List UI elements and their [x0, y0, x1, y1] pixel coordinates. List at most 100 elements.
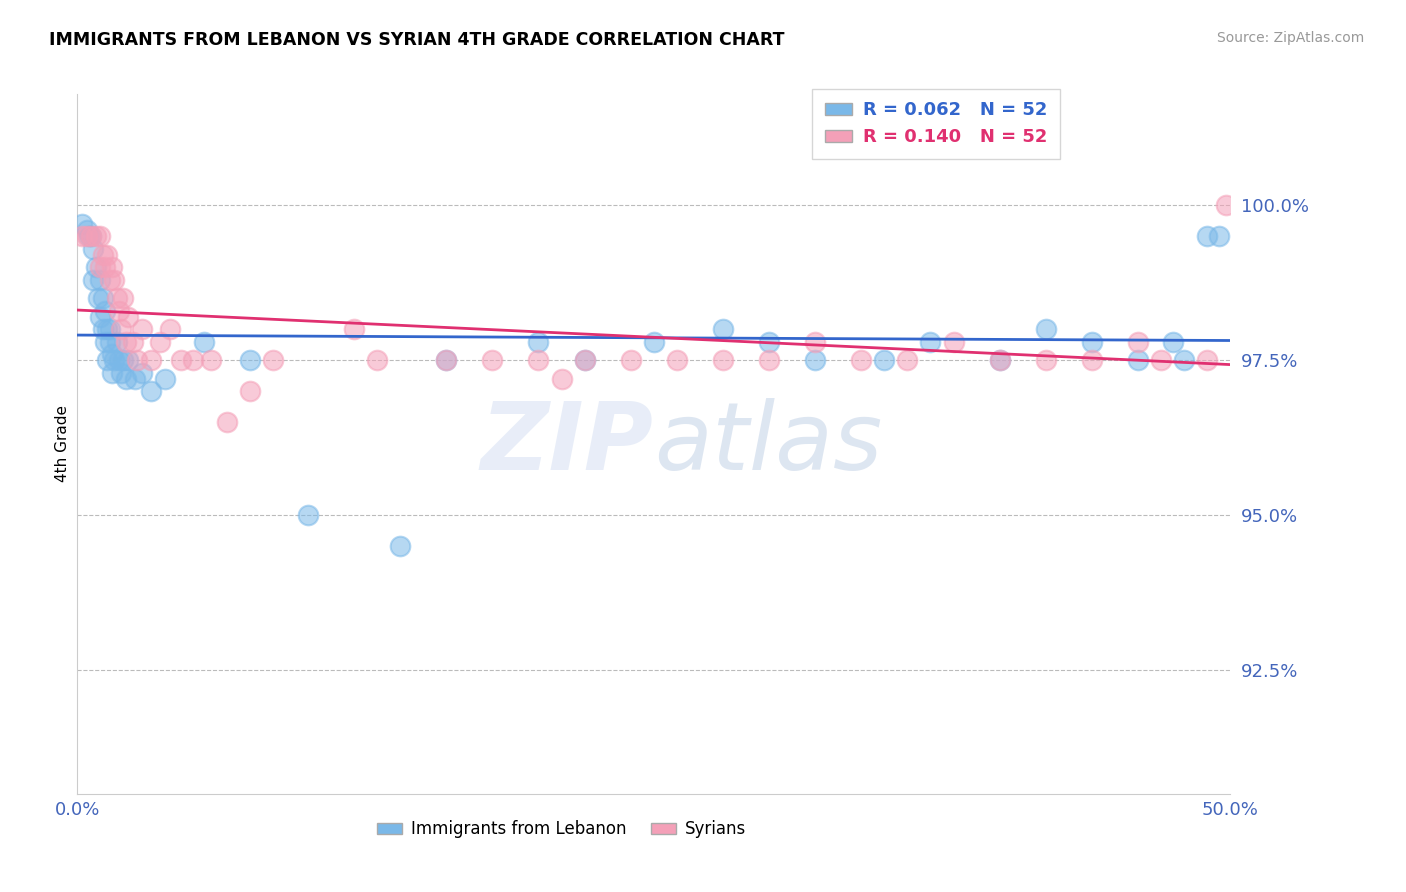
Point: [1208, 229, 1230, 244]
Point: [131, 366, 153, 380]
Point: [366, 353, 388, 368]
Point: [91, 322, 114, 336]
Point: [239, 384, 262, 398]
Point: [84, 229, 107, 244]
Point: [121, 334, 143, 349]
Point: [76, 229, 98, 244]
Point: [91, 248, 114, 262]
Point: [193, 334, 215, 349]
Point: [1126, 353, 1149, 368]
Point: [114, 372, 136, 386]
Point: [127, 353, 149, 368]
Point: [89, 229, 111, 244]
Point: [1126, 334, 1149, 349]
Point: [131, 322, 153, 336]
Point: [139, 384, 162, 398]
Point: [574, 353, 596, 368]
Point: [76, 223, 98, 237]
Point: [96, 353, 118, 368]
Point: [1081, 353, 1104, 368]
Point: [70, 229, 93, 244]
Point: [1161, 334, 1184, 349]
Point: [988, 353, 1011, 368]
Point: [98, 334, 121, 349]
Point: [82, 272, 104, 286]
Point: [988, 353, 1011, 368]
Point: [87, 291, 110, 305]
Point: [758, 334, 780, 349]
Point: [70, 217, 93, 231]
Legend: Immigrants from Lebanon, Syrians: Immigrants from Lebanon, Syrians: [371, 814, 752, 845]
Point: [1215, 198, 1237, 212]
Point: [108, 303, 131, 318]
Point: [434, 353, 457, 368]
Point: [1197, 353, 1219, 368]
Point: [80, 229, 103, 244]
Point: [920, 334, 942, 349]
Y-axis label: 4th Grade: 4th Grade: [55, 405, 70, 483]
Point: [103, 272, 125, 286]
Point: [96, 248, 118, 262]
Point: [94, 303, 117, 318]
Point: [112, 291, 135, 305]
Point: [103, 353, 125, 368]
Point: [1081, 334, 1104, 349]
Point: [89, 310, 111, 324]
Point: [262, 353, 284, 368]
Point: [297, 508, 319, 522]
Text: Source: ZipAtlas.com: Source: ZipAtlas.com: [1216, 31, 1364, 45]
Point: [200, 353, 222, 368]
Point: [527, 334, 550, 349]
Point: [80, 229, 103, 244]
Point: [101, 347, 124, 361]
Point: [139, 353, 162, 368]
Point: [665, 353, 688, 368]
Point: [89, 272, 111, 286]
Point: [110, 366, 132, 380]
Point: [481, 353, 503, 368]
Point: [1035, 322, 1057, 336]
Point: [804, 334, 827, 349]
Point: [101, 260, 124, 275]
Point: [96, 322, 118, 336]
Point: [1150, 353, 1173, 368]
Point: [239, 353, 262, 368]
Point: [124, 372, 146, 386]
Point: [181, 353, 204, 368]
Point: [117, 353, 139, 368]
Point: [82, 242, 104, 256]
Point: [153, 372, 176, 386]
Point: [98, 322, 121, 336]
Point: [851, 353, 873, 368]
Text: atlas: atlas: [654, 398, 882, 490]
Point: [149, 334, 172, 349]
Point: [574, 353, 596, 368]
Point: [1197, 229, 1219, 244]
Text: ZIP: ZIP: [481, 398, 654, 490]
Point: [1173, 353, 1195, 368]
Point: [550, 372, 572, 386]
Point: [170, 353, 193, 368]
Point: [389, 539, 412, 553]
Point: [94, 334, 117, 349]
Point: [112, 353, 135, 368]
Point: [77, 229, 100, 244]
Point: [873, 353, 896, 368]
Point: [1035, 353, 1057, 368]
Point: [108, 353, 131, 368]
Point: [434, 353, 457, 368]
Point: [91, 291, 114, 305]
Point: [89, 260, 111, 275]
Point: [758, 353, 780, 368]
Point: [105, 291, 128, 305]
Point: [117, 310, 139, 324]
Point: [110, 322, 132, 336]
Point: [217, 415, 239, 429]
Point: [804, 353, 827, 368]
Text: IMMIGRANTS FROM LEBANON VS SYRIAN 4TH GRADE CORRELATION CHART: IMMIGRANTS FROM LEBANON VS SYRIAN 4TH GR…: [49, 31, 785, 49]
Point: [527, 353, 550, 368]
Point: [896, 353, 918, 368]
Point: [101, 366, 124, 380]
Point: [643, 334, 665, 349]
Point: [620, 353, 643, 368]
